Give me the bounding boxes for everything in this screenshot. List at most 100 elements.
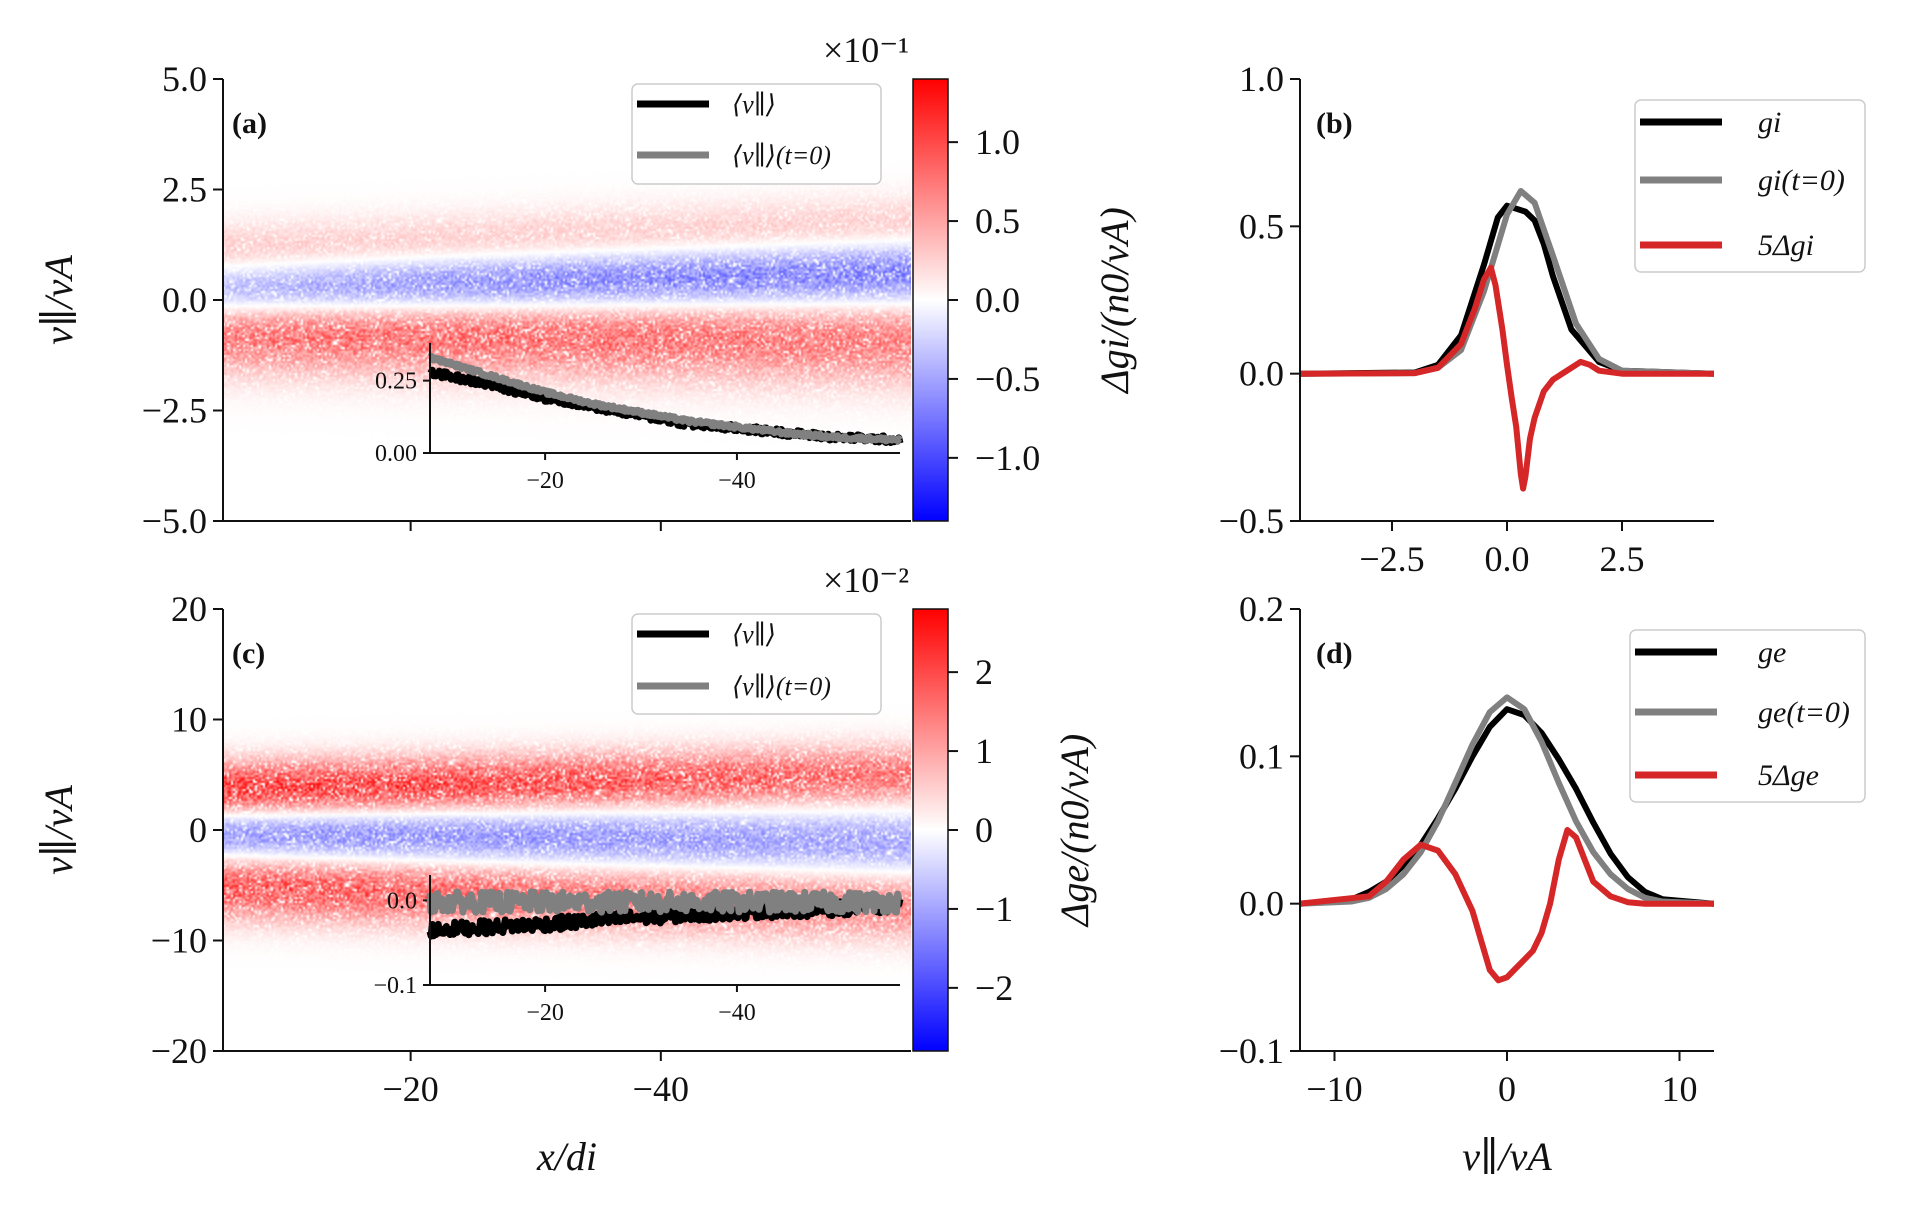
ticks-d-ytick-label: −0.1	[1219, 1031, 1284, 1071]
colorbar-a-label: Δgi/(n0/vA)	[1092, 207, 1137, 395]
legend-c-label-0: ⟨v∥⟩	[732, 620, 776, 649]
cbar-c-ticks-tick-label: 0	[975, 810, 993, 850]
cbar-c-ticks-tick-label: 1	[975, 731, 993, 771]
legend-b: gi gi(t=0) 5Δgi	[1634, 99, 1866, 273]
ylabel-a: v∥/vA	[36, 255, 81, 345]
ticks-d-xtick-label: 10	[1662, 1069, 1698, 1109]
axis-ticks-a: 5.0 2.5 0.0 −2.5 −5.0	[142, 59, 662, 541]
axis-a-ytick-label: 2.5	[162, 170, 207, 210]
axis-a-ytick-label: 5.0	[162, 59, 207, 99]
inset-c-ticks-xtick-label: −20	[526, 1000, 564, 1026]
cbar-a-ticks-tick-label: 0.5	[975, 201, 1020, 241]
lines-d	[1300, 694, 1714, 984]
axis-c-ytick-label: −20	[151, 1031, 207, 1071]
cbar-c-ticks-tick-label: −2	[975, 968, 1013, 1008]
colorbar-a: 1.0 0.5 0.0 −0.5 −1.0 ×10⁻¹ Δgi/(n0/vA)	[823, 30, 1137, 522]
legend-d: ge ge(t=0) 5Δge	[1629, 629, 1866, 803]
legend-a-label-1: ⟨v∥⟩(t=0)	[732, 141, 831, 170]
inset-c-lines	[426, 888, 904, 940]
axis-a-ytick-label: −2.5	[142, 391, 207, 431]
legend-c: ⟨v∥⟩ ⟨v∥⟩(t=0)	[631, 613, 882, 715]
xlabel-c: x/di	[536, 1134, 597, 1179]
ticks-b-ytick-label: 1.0	[1239, 59, 1284, 99]
legend-c-label-1: ⟨v∥⟩(t=0)	[732, 672, 831, 701]
panel-b: −2.5 0.0 2.5 1.0 0.5 0.0 −0.5 (b) gi gi(t=0) 5…	[1219, 59, 1866, 579]
cbar-a-ticks-tick-label: −0.5	[975, 359, 1040, 399]
colorbar-c-label: Δge/(n0/vA)	[1052, 734, 1097, 928]
axis-c-xtick-label: −40	[633, 1069, 689, 1109]
ticks-d-ytick-label: 0.0	[1239, 884, 1284, 924]
legend-b-label-1: gi(t=0)	[1758, 164, 1845, 197]
ticks-d-ytick-label: 0.2	[1239, 589, 1284, 629]
cbar-a-ticks-tick-label: 0.0	[975, 280, 1020, 320]
inset-a-ticks-xtick-label: −40	[718, 468, 756, 494]
legend-a: ⟨v∥⟩ ⟨v∥⟩(t=0)	[631, 83, 882, 185]
inset-line-1	[427, 352, 903, 445]
inset-c-ticks-ytick-label: 0.0	[387, 888, 417, 914]
axis-ticks-b: −2.5 0.0 2.5 1.0 0.5 0.0 −0.5	[1219, 59, 1645, 579]
ticks-d-ytick-label: 0.1	[1239, 736, 1284, 776]
legend-d-label-1: ge(t=0)	[1758, 696, 1850, 729]
ticks-d-xtick-label: −10	[1306, 1069, 1362, 1109]
inset-c: −20 −40 0.0 −0.1	[373, 875, 904, 1026]
inset-a-ticks-xtick-label: −20	[526, 468, 564, 494]
ticks-b-ytick-label: 0.0	[1239, 354, 1284, 394]
colorbar-c: 2 1 0 −1 −2 ×10⁻² Δge/(n0/vA)	[823, 560, 1097, 1052]
panel-d: −10 0 10 0.2 0.1 0.0 −0.1 (d) v∥/vA ge ge(t=0)…	[1219, 589, 1866, 1179]
colorbar-a-ticks: 1.0 0.5 0.0 −0.5 −1.0	[948, 122, 1040, 478]
colorbar-a-multiplier: ×10⁻¹	[823, 30, 909, 70]
axis-a-ytick-label: −5.0	[142, 501, 207, 541]
inset-a: −20 −40 0.25 0.00	[375, 343, 904, 494]
panel-c: −20 −40 20 10 0 −10 −20 (c) v∥/vA x/di ⟨v∥⟩ ⟨v…	[36, 589, 911, 1179]
legend-b-label-2: 5Δgi	[1758, 229, 1814, 262]
axis-c-ytick-label: 20	[171, 589, 207, 629]
axis-c-ytick-label: 0	[189, 810, 207, 850]
inset-line-0	[426, 896, 904, 940]
series-line-2	[1300, 827, 1714, 984]
inset-c-ticks-xtick-label: −40	[718, 1000, 756, 1026]
panel-a: 5.0 2.5 0.0 −2.5 −5.0 (a) v∥/vA ⟨v∥⟩ ⟨v∥⟩(t=…	[36, 59, 911, 541]
colorbar-a-gradient	[912, 78, 949, 522]
cbar-c-ticks-tick-label: 2	[975, 652, 993, 692]
inset-line-1	[426, 888, 903, 916]
colorbar-c-gradient	[912, 608, 949, 1052]
series-line-0	[1300, 202, 1714, 377]
inset-a-lines	[427, 352, 904, 446]
panel-label-b: (b)	[1316, 107, 1353, 140]
colorbar-c-multiplier: ×10⁻²	[823, 560, 909, 600]
panel-label-d: (d)	[1316, 637, 1353, 670]
inset-c-ticks-ytick-label: −0.1	[373, 973, 417, 999]
xlabel-d: v∥/vA	[1462, 1134, 1552, 1179]
panel-label-a: (a)	[232, 107, 267, 140]
cbar-c-ticks-tick-label: −1	[975, 889, 1013, 929]
lines-b	[1300, 188, 1714, 492]
axis-a-ytick-label: 0.0	[162, 280, 207, 320]
inset-a-ticks-ytick-label: 0.25	[375, 369, 417, 395]
axis-ticks-d: −10 0 10 0.2 0.1 0.0 −0.1	[1219, 589, 1698, 1109]
ticks-b-xtick-label: 0.0	[1485, 539, 1530, 579]
inset-a-ticks: −20 −40 0.25 0.00	[375, 369, 756, 494]
legend-d-label-0: ge	[1758, 636, 1786, 669]
ticks-b-xtick-label: 2.5	[1600, 539, 1645, 579]
colorbar-c-ticks: 2 1 0 −1 −2	[948, 652, 1013, 1008]
panel-label-c: (c)	[232, 637, 265, 670]
inset-c-ticks: −20 −40 0.0 −0.1	[373, 888, 755, 1026]
ticks-b-xtick-label: −2.5	[1359, 539, 1424, 579]
axis-c-ytick-label: 10	[171, 700, 207, 740]
axis-c-xtick-label: −20	[382, 1069, 438, 1109]
series-line-2	[1300, 264, 1714, 492]
ticks-d-xtick-label: 0	[1498, 1069, 1516, 1109]
legend-a-label-0: ⟨v∥⟩	[732, 90, 776, 119]
legend-d-label-2: 5Δge	[1758, 759, 1819, 792]
ticks-b-ytick-label: −0.5	[1219, 501, 1284, 541]
series-line-1	[1300, 694, 1714, 907]
ticks-b-ytick-label: 0.5	[1239, 206, 1284, 246]
inset-a-ticks-ytick-label: 0.00	[375, 441, 417, 467]
cbar-a-ticks-tick-label: −1.0	[975, 438, 1040, 478]
cbar-a-ticks-tick-label: 1.0	[975, 122, 1020, 162]
axis-ticks-c: −20 −40 20 10 0 −10 −20	[151, 589, 689, 1109]
legend-b-label-0: gi	[1758, 106, 1781, 139]
axis-c-ytick-label: −10	[151, 921, 207, 961]
ylabel-c: v∥/vA	[36, 785, 81, 875]
